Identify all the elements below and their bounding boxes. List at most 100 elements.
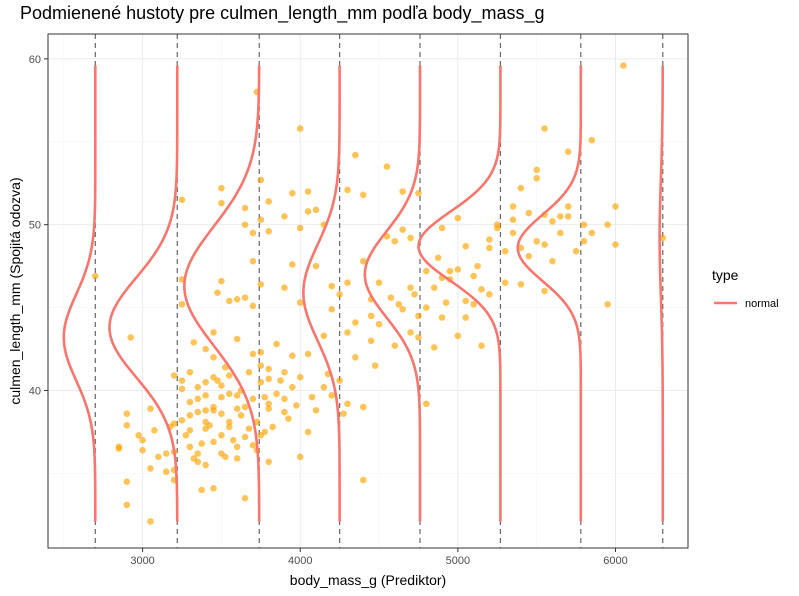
- data-point: [478, 342, 485, 350]
- data-point: [178, 417, 186, 424]
- data-point: [186, 426, 194, 434]
- data-point: [257, 281, 265, 288]
- data-point: [533, 166, 540, 174]
- data-point: [359, 191, 367, 199]
- data-point: [194, 395, 202, 403]
- data-point: [147, 465, 154, 472]
- data-point: [233, 455, 241, 462]
- data-point: [123, 422, 131, 429]
- data-point: [261, 428, 269, 436]
- data-point: [170, 420, 178, 427]
- data-point: [273, 340, 280, 348]
- data-point: [91, 272, 99, 280]
- x-axis-ticks: 3000 4000 5000 6000: [130, 548, 628, 567]
- y-tick-label: 40: [29, 385, 41, 397]
- data-point: [257, 349, 265, 356]
- data-point: [249, 302, 257, 310]
- data-point: [375, 279, 383, 287]
- data-point: [486, 291, 493, 298]
- density-curves: [62, 65, 665, 522]
- data-point: [328, 282, 336, 290]
- data-point: [359, 476, 367, 484]
- data-point: [304, 428, 312, 436]
- data-point: [501, 279, 509, 287]
- density-curve: [62, 65, 97, 522]
- data-point: [517, 281, 525, 288]
- y-axis-title: culmen_length_mm (Spojitá odozva): [7, 177, 23, 404]
- data-point: [202, 461, 209, 469]
- data-point: [249, 229, 257, 237]
- data-point: [285, 415, 292, 422]
- data-point: [296, 373, 304, 381]
- data-point: [123, 478, 131, 485]
- x-tick-label: 4000: [288, 555, 312, 567]
- data-point: [517, 184, 525, 192]
- data-point: [580, 221, 588, 228]
- data-point: [509, 216, 517, 224]
- data-point: [557, 229, 564, 237]
- data-point: [541, 241, 548, 248]
- data-point: [178, 300, 186, 308]
- data-point: [257, 378, 265, 386]
- data-point: [407, 284, 414, 291]
- data-point: [509, 203, 517, 210]
- data-point: [241, 204, 249, 212]
- data-point: [304, 350, 312, 358]
- data-point: [218, 431, 225, 439]
- data-point: [296, 299, 304, 306]
- data-point: [265, 228, 272, 235]
- data-point: [304, 188, 312, 195]
- data-point: [190, 339, 198, 346]
- data-point: [202, 378, 209, 386]
- data-point: [399, 226, 406, 233]
- data-point: [233, 405, 241, 413]
- data-point: [127, 334, 135, 341]
- data-point: [572, 247, 580, 255]
- data-point: [328, 305, 336, 313]
- data-points: [91, 62, 667, 525]
- data-point: [198, 440, 205, 447]
- data-point: [344, 279, 351, 287]
- density-curve: [108, 65, 179, 522]
- data-point: [438, 314, 446, 321]
- data-point: [269, 423, 276, 431]
- data-point: [493, 221, 501, 228]
- data-point: [509, 229, 517, 237]
- data-point: [588, 229, 596, 237]
- data-point: [344, 186, 351, 194]
- data-point: [533, 237, 540, 245]
- data-point: [415, 334, 422, 341]
- data-point: [430, 344, 438, 351]
- data-point: [281, 408, 288, 416]
- data-point: [604, 221, 611, 228]
- data-point: [308, 393, 316, 401]
- data-point: [340, 410, 347, 417]
- legend-label-normal: normal: [745, 298, 779, 310]
- data-point: [659, 234, 667, 242]
- data-point: [549, 218, 556, 225]
- data-point: [249, 441, 257, 449]
- data-point: [470, 300, 477, 308]
- data-point: [517, 244, 525, 252]
- data-point: [352, 354, 359, 361]
- x-tick-label: 5000: [446, 555, 470, 567]
- data-point: [265, 405, 272, 413]
- density-curve: [658, 65, 665, 522]
- data-point: [344, 329, 351, 336]
- data-point: [210, 485, 217, 492]
- data-point: [359, 403, 367, 411]
- data-point: [202, 392, 209, 399]
- data-point: [214, 289, 221, 296]
- data-point: [225, 418, 233, 426]
- data-point: [446, 267, 454, 275]
- data-point: [265, 458, 272, 466]
- data-point: [225, 372, 233, 379]
- data-point: [525, 209, 533, 217]
- data-point: [210, 329, 217, 336]
- data-point: [371, 362, 379, 369]
- data-point: [312, 407, 320, 414]
- data-point: [281, 213, 288, 220]
- data-point: [387, 294, 395, 301]
- data-point: [620, 62, 627, 69]
- data-point: [462, 242, 470, 250]
